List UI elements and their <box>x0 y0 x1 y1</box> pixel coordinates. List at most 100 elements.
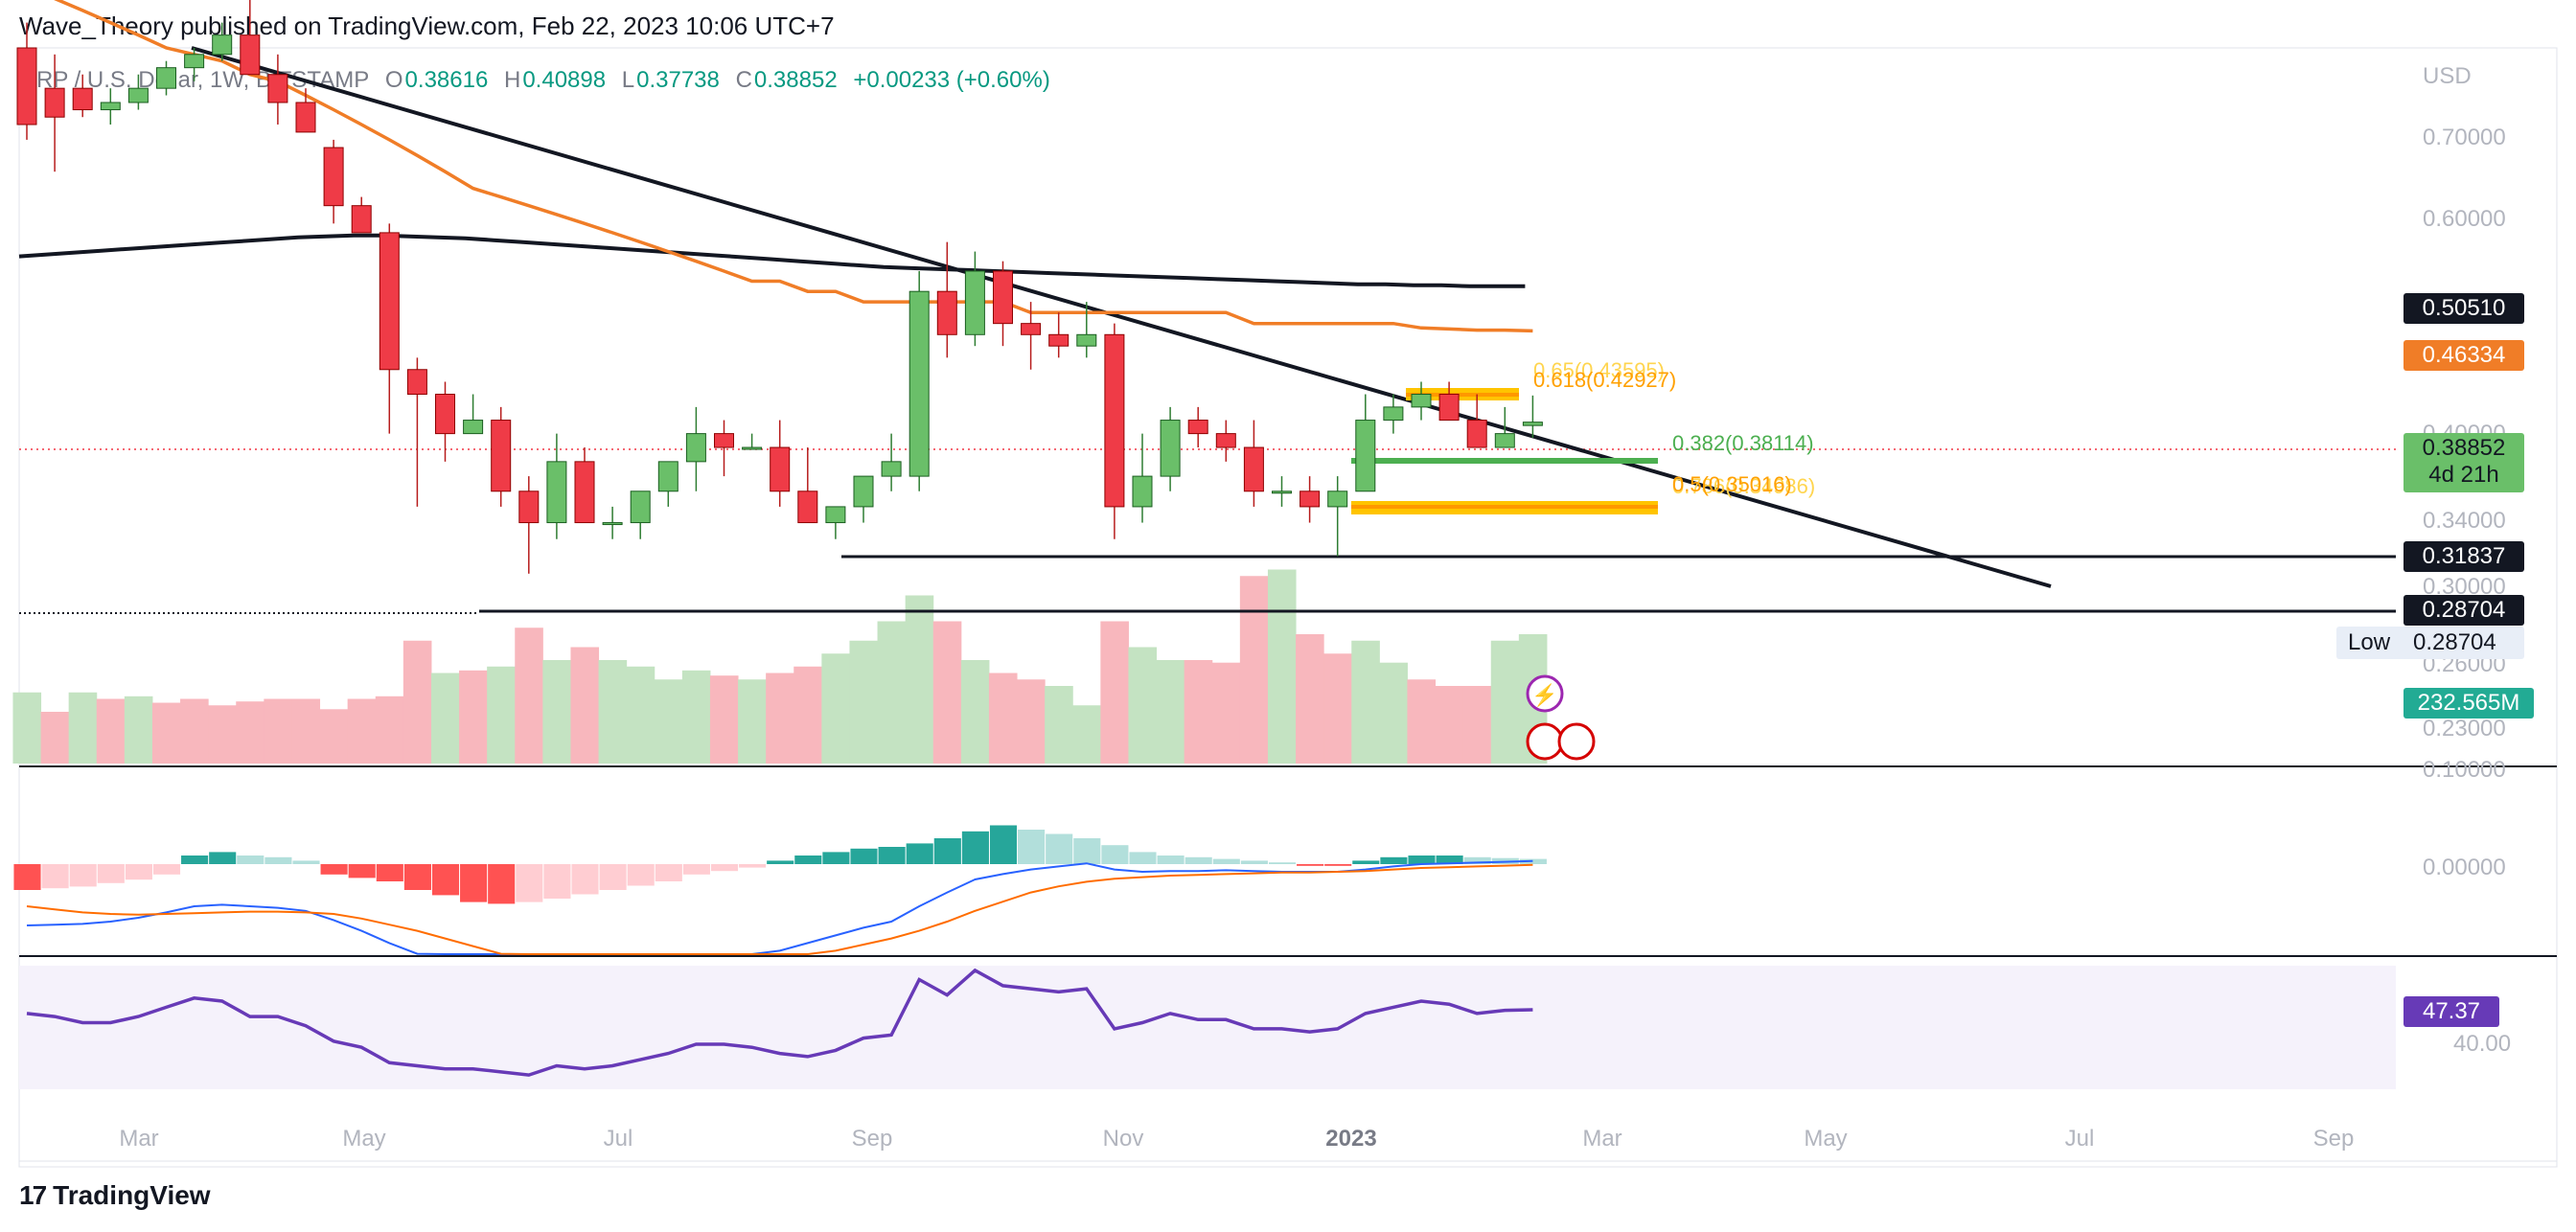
macd-histogram-bar <box>655 864 682 881</box>
macd-histogram-bar <box>292 860 320 864</box>
macd-histogram-bar <box>431 864 460 896</box>
candle-body <box>602 522 623 526</box>
candle-body <box>1187 420 1208 435</box>
candle-body <box>825 506 846 524</box>
candle-body <box>964 270 985 335</box>
support2-badge: 0.28704 <box>2404 595 2524 626</box>
candle-body <box>16 47 37 125</box>
candle-body <box>240 34 261 76</box>
high-key: H <box>503 67 521 93</box>
open-key: O <box>384 67 403 93</box>
volume-bar <box>515 627 543 764</box>
volume-bar <box>849 640 879 764</box>
candle-body <box>1021 323 1042 335</box>
macd-histogram-bar <box>152 864 181 875</box>
macd-histogram-bar <box>961 831 989 864</box>
candle-body <box>797 491 818 524</box>
volume-bar <box>1128 647 1158 764</box>
tradingview-logo-text: TradingView <box>53 1180 211 1210</box>
macd-histogram-bar <box>1268 862 1297 864</box>
price-tick-label: 0.23000 <box>2423 716 2506 741</box>
ohlc-legend: XRP / U.S. Dollar, 1W, BITSTAMP O0.38616… <box>21 67 1060 94</box>
volume-bar <box>960 660 990 764</box>
macd-histogram-bar <box>125 864 152 880</box>
macd-histogram-bar <box>1101 845 1129 864</box>
ma200-line <box>18 233 1526 288</box>
rsi-tick-label: 40.00 <box>2453 1031 2511 1057</box>
time-axis-label: 2023 <box>1325 1126 1376 1152</box>
volume-bar <box>208 705 237 764</box>
macd-histogram-bar <box>599 864 627 890</box>
volume-bar <box>654 679 683 764</box>
macd-histogram-bar <box>1129 852 1157 864</box>
macd-histogram-bar <box>1380 856 1408 864</box>
fib-label-05: 0.5(0.35016) <box>1672 472 1792 496</box>
tradingview-logo[interactable]: 17 TradingView <box>19 1180 211 1211</box>
volume-bar <box>375 696 404 764</box>
candle-body <box>1522 422 1543 426</box>
signal-line <box>26 863 1533 955</box>
candle-body <box>546 461 567 524</box>
candle-body <box>44 87 65 118</box>
macd-histogram-bar <box>516 864 543 902</box>
volume-bar <box>1239 576 1269 764</box>
volume-bar <box>319 709 349 764</box>
macd-histogram-bar <box>989 825 1018 864</box>
macd-histogram-bar <box>1436 856 1463 864</box>
candle-body <box>1383 406 1404 422</box>
volume-bar <box>1267 569 1297 764</box>
rsi-line <box>26 968 1533 1077</box>
macd-histogram-bar <box>906 843 933 864</box>
candle-body <box>1411 394 1432 408</box>
tradingview-logo-icon: 17 <box>19 1180 47 1210</box>
time-axis-label: Nov <box>1103 1126 1144 1152</box>
candle-body <box>1494 433 1515 448</box>
macd-histogram-bar <box>627 864 655 886</box>
candle-body <box>1104 333 1125 508</box>
volume-bar <box>291 698 321 764</box>
volume-bar <box>1100 621 1129 764</box>
volume-bar <box>1407 679 1437 764</box>
rsi-band <box>19 966 2396 1089</box>
volume-bar <box>96 698 126 764</box>
downtrend-line <box>191 46 2052 588</box>
candle-body <box>435 394 455 435</box>
volume-bar <box>180 698 209 764</box>
candle-body <box>574 461 595 524</box>
macd-histogram-bar <box>543 864 571 899</box>
ma200-badge: 0.50510 <box>2404 293 2524 324</box>
volume-bar <box>877 621 907 764</box>
candle-body <box>463 420 484 435</box>
time-axis-label: Sep <box>852 1126 893 1152</box>
currency-label[interactable]: USD <box>2423 63 2472 89</box>
candle-body <box>212 34 233 56</box>
macd-histogram-bar <box>1297 864 1324 866</box>
candle-body <box>1300 491 1321 508</box>
volume-badge: 232.565M <box>2404 688 2534 719</box>
macd-histogram-bar <box>460 864 488 902</box>
volume-bar <box>626 666 656 764</box>
candle-body <box>1048 333 1070 347</box>
candle-body <box>1327 491 1348 508</box>
macd-histogram-bar <box>403 864 431 890</box>
low-text: Low <box>2348 629 2391 655</box>
candle-body <box>406 369 427 396</box>
volume-bar <box>542 660 571 764</box>
volume-bar <box>1490 640 1520 764</box>
macd-histogram-bar <box>822 852 850 864</box>
volume-bar <box>1435 686 1464 764</box>
candle-body <box>881 461 902 477</box>
volume-bar <box>40 712 70 764</box>
volume-bar <box>738 679 767 764</box>
candle-body <box>351 205 372 234</box>
macd-histogram-bar <box>1184 856 1212 864</box>
volume-bar <box>1072 705 1101 764</box>
time-axis-label: Jul <box>2065 1126 2095 1152</box>
last-price-badge: 0.38852 4d 21h <box>2404 433 2524 492</box>
candle-body <box>127 87 149 103</box>
close-key: C <box>735 67 752 93</box>
candle-body <box>323 147 344 207</box>
volume-bar <box>402 640 432 764</box>
macd-histogram-bar <box>933 838 961 864</box>
